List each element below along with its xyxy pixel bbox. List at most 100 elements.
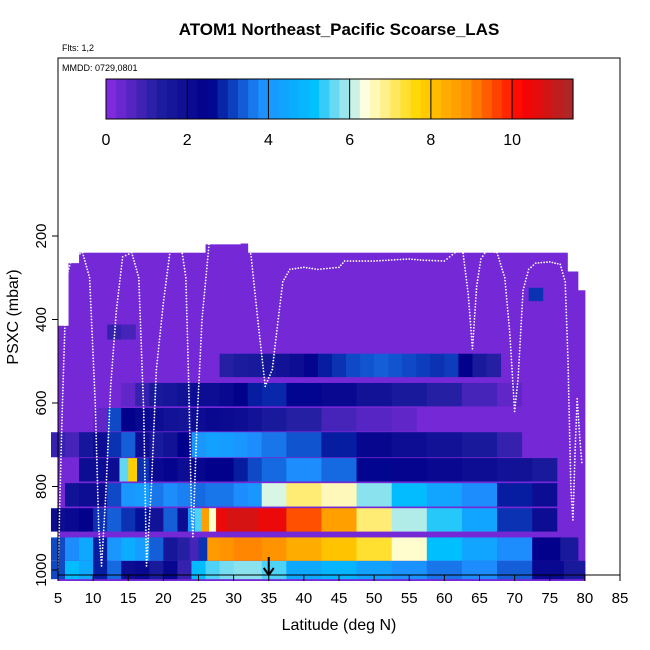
track-point (144, 490, 147, 493)
heat-cell (356, 432, 393, 458)
track-point (89, 285, 91, 288)
track-point (143, 457, 146, 460)
track-point (471, 347, 474, 350)
track-point (58, 527, 61, 529)
track-point (568, 402, 570, 404)
track-point (515, 398, 517, 401)
track-point (97, 518, 100, 521)
track-point (138, 303, 141, 306)
track-point (105, 475, 108, 478)
track-point (155, 365, 158, 368)
track-point (64, 312, 67, 315)
track-point (568, 428, 571, 431)
track-point (346, 260, 349, 262)
track-point (187, 369, 190, 372)
track-point (189, 468, 192, 471)
track-point (88, 282, 91, 285)
track-point (213, 240, 216, 243)
track-point (280, 296, 282, 299)
colorbar-swatch (177, 79, 188, 119)
heat-cell (461, 458, 498, 482)
track-point (566, 348, 569, 350)
colorbar-swatch (309, 79, 320, 119)
track-point (481, 255, 484, 258)
track-point (58, 518, 61, 521)
heat-cell (388, 353, 403, 378)
colorbar-swatch (207, 79, 219, 119)
heat-cell (261, 408, 287, 432)
track-point (517, 377, 520, 379)
track-point (249, 252, 252, 255)
track-point (147, 531, 150, 534)
track-point (275, 335, 278, 338)
track-point (567, 378, 570, 381)
track-point (136, 271, 139, 274)
track-point (202, 300, 205, 303)
track-point (90, 321, 93, 324)
heat-cell (391, 382, 428, 407)
track-point (60, 437, 63, 440)
track-point (567, 393, 570, 395)
heat-cell (149, 560, 164, 580)
track-point (576, 397, 579, 400)
track-point (59, 485, 62, 488)
track-point (145, 558, 148, 561)
track-point (113, 337, 116, 340)
flights-label: Flts: 1,2 (62, 43, 94, 53)
track-point (568, 440, 571, 443)
track-point (165, 274, 168, 277)
curtain-background (563, 252, 568, 581)
track-point (62, 362, 65, 365)
track-point (138, 291, 141, 294)
heat-cell (202, 508, 210, 532)
track-point (198, 379, 200, 382)
track-point (185, 312, 188, 315)
track-point (142, 401, 145, 404)
track-point (189, 480, 192, 483)
track-point (61, 398, 64, 401)
track-point (95, 443, 98, 446)
track-point (506, 303, 509, 306)
track-point (144, 478, 146, 481)
track-point (62, 359, 65, 362)
track-point (189, 477, 192, 480)
track-point (189, 462, 192, 465)
track-point (161, 314, 163, 316)
colorbar-swatch (501, 79, 513, 119)
track-point (108, 403, 111, 406)
track-point (208, 243, 210, 246)
colorbar-swatch (430, 79, 442, 119)
track-point (97, 527, 100, 530)
colorbar-swatch (542, 79, 554, 119)
track-point (422, 259, 425, 262)
track-point (578, 436, 581, 439)
colorbar-tick-label: 4 (264, 132, 273, 149)
heat-cell (209, 508, 217, 532)
track-point (578, 430, 581, 433)
heat-cell (177, 408, 192, 432)
heat-cell (402, 353, 417, 378)
marker-head (262, 567, 275, 577)
track-point (261, 361, 264, 364)
track-point (92, 357, 95, 360)
track-point (112, 355, 114, 358)
track-point (510, 361, 513, 364)
track-point (102, 535, 105, 538)
track-point (94, 405, 97, 407)
track-point (139, 333, 142, 336)
track-point (509, 349, 512, 352)
track-point (61, 419, 63, 422)
track-point (475, 288, 478, 290)
track-point (267, 377, 270, 379)
track-point (521, 295, 524, 298)
track-point (568, 419, 571, 422)
track-point (157, 353, 159, 356)
track-point (140, 345, 143, 347)
track-point (569, 452, 571, 455)
track-point (95, 428, 97, 431)
track-point (198, 364, 201, 366)
track-point (515, 392, 518, 395)
track-point (579, 442, 582, 445)
track-point (200, 327, 203, 330)
track-point (70, 258, 73, 261)
